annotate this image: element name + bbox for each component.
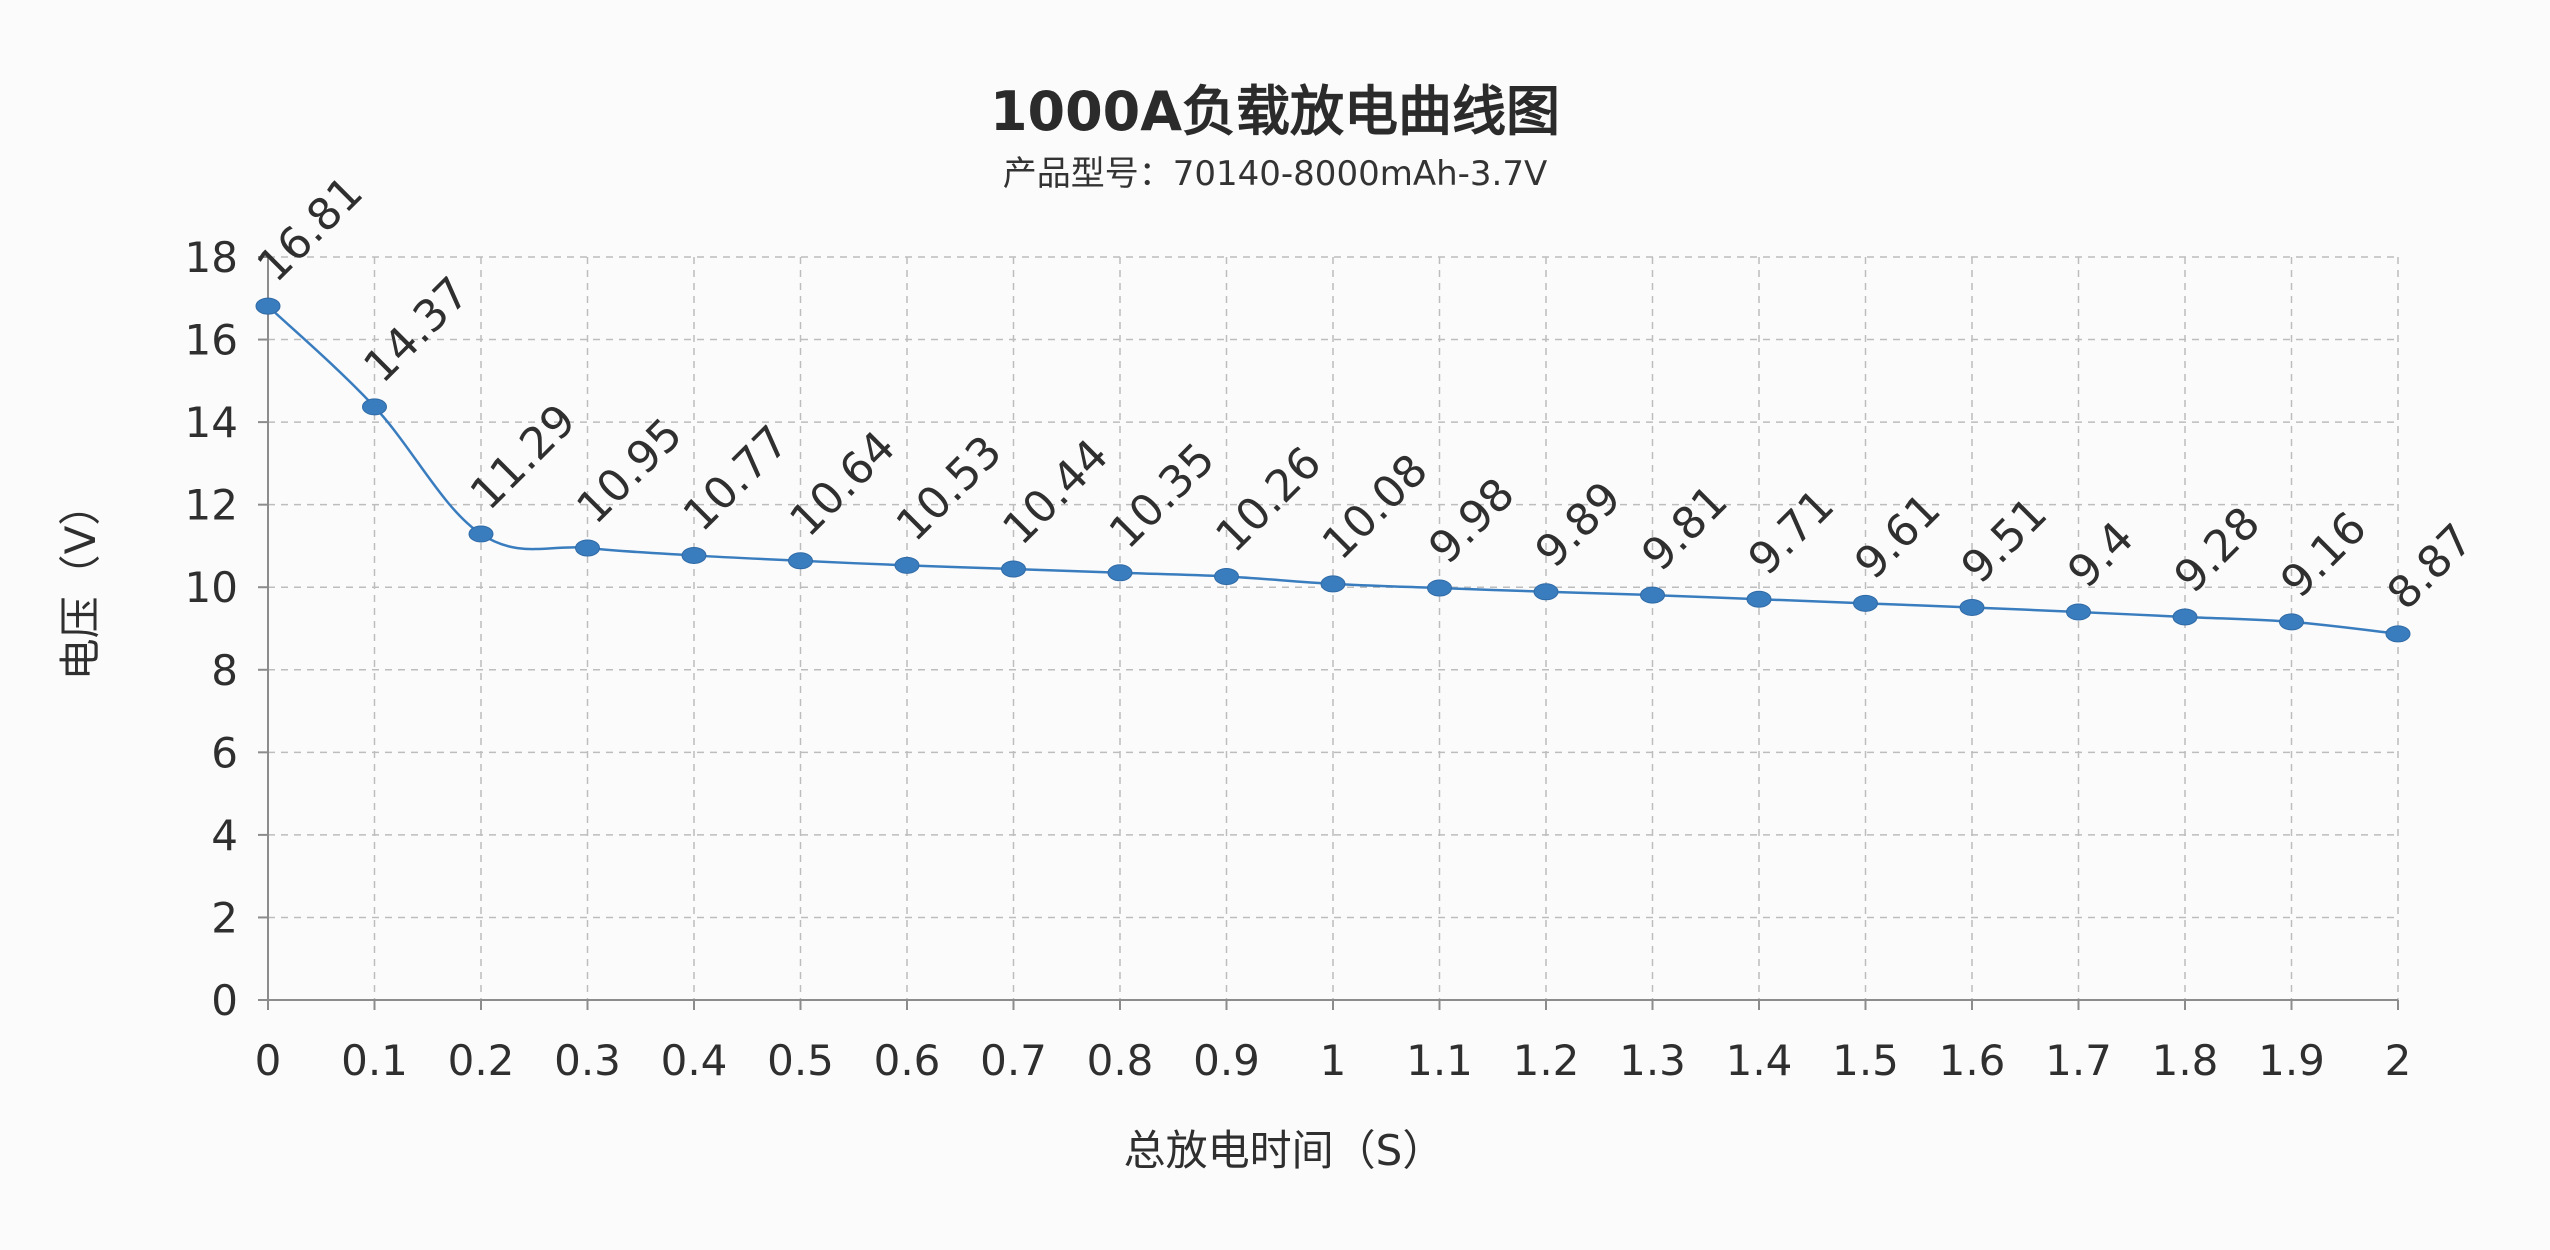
data-label: 9.81 xyxy=(1632,476,1737,581)
data-label: 10.77 xyxy=(674,416,799,541)
data-point xyxy=(681,546,707,564)
data-label: 10.95 xyxy=(567,409,692,534)
data-label: 16.81 xyxy=(248,167,373,292)
data-point xyxy=(1533,583,1559,601)
data-label: 10.08 xyxy=(1313,445,1438,570)
data-label: 9.16 xyxy=(2271,502,2376,607)
x-tick-label: 1.1 xyxy=(1406,1036,1473,1085)
data-label: 9.98 xyxy=(1419,468,1524,573)
x-tick-label: 1.3 xyxy=(1619,1036,1686,1085)
y-tick-label: 6 xyxy=(211,728,238,777)
data-label: 14.37 xyxy=(354,267,479,392)
data-label: 10.64 xyxy=(780,421,905,546)
y-tick-label: 2 xyxy=(211,893,238,942)
x-tick-label: 0 xyxy=(255,1036,282,1085)
chart-subtitle: 产品型号：70140-8000mAh-3.7V xyxy=(1003,154,1547,194)
y-tick-labels: 0 2 4 6 8 10 12 14 16 18 xyxy=(185,233,238,1025)
grid xyxy=(268,256,2399,1000)
y-tick-label: 4 xyxy=(211,811,238,860)
data-label: 9.51 xyxy=(1952,488,2057,593)
y-tick-label: 0 xyxy=(211,976,238,1025)
data-point xyxy=(468,525,494,543)
x-tick-label: 0.9 xyxy=(1193,1036,1260,1085)
data-label: 9.61 xyxy=(1845,484,1950,589)
x-tick-label: 1.6 xyxy=(1939,1036,2006,1085)
data-point xyxy=(2066,603,2091,621)
y-tick-label: 14 xyxy=(185,398,238,447)
data-point xyxy=(894,556,920,574)
y-tick-label: 18 xyxy=(185,233,238,282)
data-label: 10.53 xyxy=(887,426,1012,551)
x-tick-label: 0.3 xyxy=(554,1036,621,1085)
x-tick-label: 1 xyxy=(1320,1036,1347,1085)
data-point xyxy=(1427,579,1452,597)
x-tick-label: 0.5 xyxy=(767,1036,834,1085)
x-tick-label: 1.7 xyxy=(2045,1036,2112,1085)
series xyxy=(255,297,2411,643)
x-tick-label: 2 xyxy=(2385,1036,2412,1085)
x-tick-labels: 0 0.1 0.2 0.3 0.4 0.5 0.6 0.7 0.8 0.9 1 1.1 1.2 1.3 1.… xyxy=(255,1036,2412,1085)
data-point xyxy=(575,539,600,557)
x-tick-label: 0.8 xyxy=(1087,1036,1154,1085)
data-point xyxy=(2172,608,2198,626)
data-point xyxy=(1107,564,1133,582)
x-tick-label: 1.8 xyxy=(2152,1036,2219,1085)
x-tick-label: 0.6 xyxy=(874,1036,941,1085)
x-axis-label: 总放电时间（S） xyxy=(1124,1126,1445,1175)
data-label: 10.44 xyxy=(993,430,1118,555)
data-label: 10.26 xyxy=(1206,437,1331,562)
data-label: 8.87 xyxy=(2378,514,2483,619)
y-tick-label: 12 xyxy=(185,481,238,530)
x-tick-label: 1.2 xyxy=(1513,1036,1580,1085)
data-point xyxy=(2279,613,2304,631)
data-point xyxy=(255,297,281,315)
data-point xyxy=(1001,560,1026,578)
x-tick-label: 1.4 xyxy=(1726,1036,1793,1085)
x-tick-label: 0.2 xyxy=(448,1036,515,1085)
data-point xyxy=(1959,598,1985,616)
axes xyxy=(258,256,2399,1010)
y-tick-label: 10 xyxy=(185,563,238,612)
data-label: 9.4 xyxy=(2058,512,2144,598)
x-tick-label: 1.9 xyxy=(2258,1036,2325,1085)
data-label: 9.89 xyxy=(1526,472,1631,577)
x-tick-label: 0.4 xyxy=(661,1036,728,1085)
data-label: 9.71 xyxy=(1739,480,1844,585)
data-label: 10.35 xyxy=(1100,433,1225,558)
y-tick-label: 8 xyxy=(211,646,238,695)
data-point xyxy=(1214,567,1239,585)
data-point xyxy=(362,398,387,416)
data-label: 11.29 xyxy=(461,395,586,520)
x-tick-label: 0.1 xyxy=(341,1036,408,1085)
data-point xyxy=(1320,575,1346,593)
data-point xyxy=(1853,594,1878,612)
data-point xyxy=(2385,625,2411,643)
data-point xyxy=(788,552,813,570)
data-point xyxy=(1640,586,1665,604)
x-tick-label: 0.7 xyxy=(980,1036,1047,1085)
y-axis-label: 电压（V） xyxy=(56,484,105,681)
y-tick-label: 16 xyxy=(185,316,238,365)
data-point xyxy=(1746,590,1772,608)
chart-title: 1000A负载放电曲线图 xyxy=(990,80,1560,143)
x-tick-label: 1.5 xyxy=(1832,1036,1899,1085)
